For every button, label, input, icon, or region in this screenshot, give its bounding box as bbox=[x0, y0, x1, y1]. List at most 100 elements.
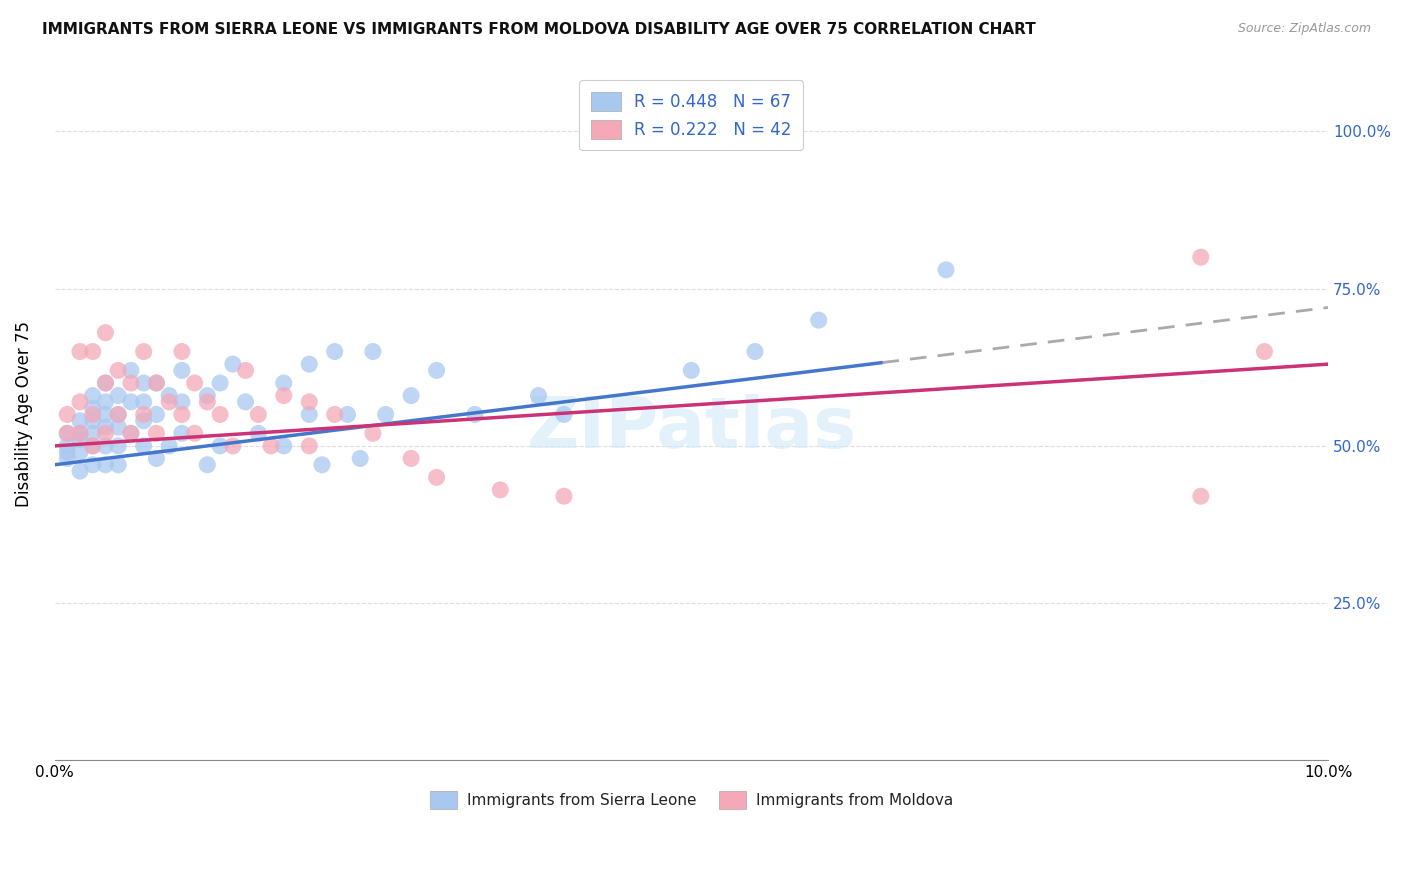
Point bbox=[222, 357, 245, 371]
Point bbox=[145, 376, 167, 390]
Point bbox=[235, 363, 257, 377]
Point bbox=[82, 414, 104, 428]
Point bbox=[298, 439, 321, 453]
Point bbox=[82, 439, 104, 453]
Point bbox=[69, 433, 91, 447]
Point bbox=[553, 489, 575, 503]
Point bbox=[170, 363, 193, 377]
Point bbox=[195, 395, 218, 409]
Point bbox=[183, 376, 205, 390]
Point bbox=[298, 395, 321, 409]
Point bbox=[132, 344, 155, 359]
Point bbox=[94, 376, 117, 390]
Point bbox=[1189, 489, 1212, 503]
Point bbox=[82, 401, 104, 416]
Point bbox=[681, 363, 703, 377]
Point bbox=[170, 426, 193, 441]
Point bbox=[94, 426, 117, 441]
Point bbox=[107, 408, 129, 422]
Point bbox=[69, 395, 91, 409]
Point bbox=[145, 376, 167, 390]
Text: Source: ZipAtlas.com: Source: ZipAtlas.com bbox=[1237, 22, 1371, 36]
Point bbox=[82, 408, 104, 422]
Point bbox=[69, 464, 91, 478]
Point bbox=[107, 420, 129, 434]
Point bbox=[298, 357, 321, 371]
Point bbox=[82, 344, 104, 359]
Point bbox=[399, 388, 422, 402]
Point bbox=[157, 439, 180, 453]
Point bbox=[744, 344, 766, 359]
Point bbox=[426, 363, 449, 377]
Point bbox=[157, 395, 180, 409]
Point bbox=[94, 395, 117, 409]
Point bbox=[82, 439, 104, 453]
Point bbox=[170, 408, 193, 422]
Point bbox=[807, 313, 830, 327]
Point bbox=[336, 408, 359, 422]
Point bbox=[145, 408, 167, 422]
Point bbox=[94, 376, 117, 390]
Point bbox=[69, 445, 91, 459]
Point bbox=[489, 483, 512, 497]
Point bbox=[273, 388, 295, 402]
Point bbox=[553, 408, 575, 422]
Point bbox=[56, 445, 79, 459]
Point bbox=[935, 262, 957, 277]
Point bbox=[298, 408, 321, 422]
Point bbox=[94, 458, 117, 472]
Point bbox=[323, 344, 346, 359]
Point bbox=[349, 451, 371, 466]
Point bbox=[170, 344, 193, 359]
Point bbox=[426, 470, 449, 484]
Point bbox=[82, 388, 104, 402]
Point bbox=[107, 388, 129, 402]
Point bbox=[94, 326, 117, 340]
Point bbox=[107, 458, 129, 472]
Point bbox=[527, 388, 550, 402]
Point bbox=[195, 458, 218, 472]
Point bbox=[82, 426, 104, 441]
Point bbox=[56, 451, 79, 466]
Point bbox=[56, 439, 79, 453]
Text: IMMIGRANTS FROM SIERRA LEONE VS IMMIGRANTS FROM MOLDOVA DISABILITY AGE OVER 75 C: IMMIGRANTS FROM SIERRA LEONE VS IMMIGRAN… bbox=[42, 22, 1036, 37]
Point bbox=[145, 426, 167, 441]
Point bbox=[374, 408, 396, 422]
Point bbox=[209, 376, 232, 390]
Point bbox=[120, 426, 142, 441]
Point bbox=[107, 408, 129, 422]
Point bbox=[94, 420, 117, 434]
Point bbox=[69, 426, 91, 441]
Point bbox=[120, 363, 142, 377]
Point bbox=[209, 408, 232, 422]
Point bbox=[132, 408, 155, 422]
Point bbox=[247, 426, 270, 441]
Point bbox=[361, 344, 384, 359]
Point bbox=[132, 414, 155, 428]
Point bbox=[82, 458, 104, 472]
Point bbox=[94, 408, 117, 422]
Point bbox=[209, 439, 232, 453]
Point bbox=[222, 439, 245, 453]
Point bbox=[132, 376, 155, 390]
Point bbox=[323, 408, 346, 422]
Point bbox=[132, 439, 155, 453]
Legend: Immigrants from Sierra Leone, Immigrants from Moldova: Immigrants from Sierra Leone, Immigrants… bbox=[423, 785, 959, 815]
Point bbox=[107, 363, 129, 377]
Point bbox=[170, 395, 193, 409]
Point bbox=[247, 408, 270, 422]
Point bbox=[120, 395, 142, 409]
Y-axis label: Disability Age Over 75: Disability Age Over 75 bbox=[15, 321, 32, 508]
Point bbox=[399, 451, 422, 466]
Point bbox=[183, 426, 205, 441]
Point bbox=[361, 426, 384, 441]
Point bbox=[157, 388, 180, 402]
Point bbox=[69, 414, 91, 428]
Point bbox=[94, 439, 117, 453]
Point bbox=[120, 376, 142, 390]
Point bbox=[464, 408, 486, 422]
Point bbox=[132, 395, 155, 409]
Point bbox=[235, 395, 257, 409]
Point bbox=[273, 439, 295, 453]
Point bbox=[69, 344, 91, 359]
